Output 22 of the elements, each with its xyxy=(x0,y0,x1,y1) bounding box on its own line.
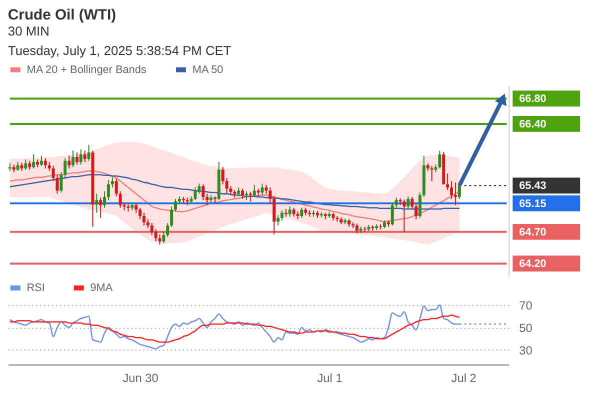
legend-label: MA 20 + Bollinger Bands xyxy=(26,64,147,76)
x-tick-label: Jun 30 xyxy=(122,370,159,385)
line-series xyxy=(9,314,460,343)
candlestick xyxy=(379,224,382,230)
y-tick-label: 64.70 xyxy=(519,226,546,238)
y-tick-label: 50 xyxy=(519,320,533,335)
legend-label: RSI xyxy=(26,282,45,294)
candlestick xyxy=(363,226,366,232)
y-tick-label: 30 xyxy=(519,343,533,358)
chart-subtitle: 30 MIN xyxy=(8,23,50,38)
text: Tuesday, July 1, 2025 5:38:54 PM CET xyxy=(8,43,232,58)
y-tick-label: 64.20 xyxy=(519,258,546,270)
legend-label: 9MA xyxy=(90,282,114,294)
y-tick-label: 66.80 xyxy=(519,93,546,106)
y-tick-label: 65.43 xyxy=(519,180,546,192)
y-tick-label: 65.15 xyxy=(519,198,546,210)
x-tick-label: Jul 1 xyxy=(317,370,343,385)
y-tick-label: 70 xyxy=(519,298,533,313)
legend-label: MA 50 xyxy=(192,64,224,76)
y-tick-label: 66.40 xyxy=(519,118,546,130)
chart-title: Crude Oil (WTI) xyxy=(8,7,116,24)
x-tick-label: Jul 2 xyxy=(451,370,476,385)
